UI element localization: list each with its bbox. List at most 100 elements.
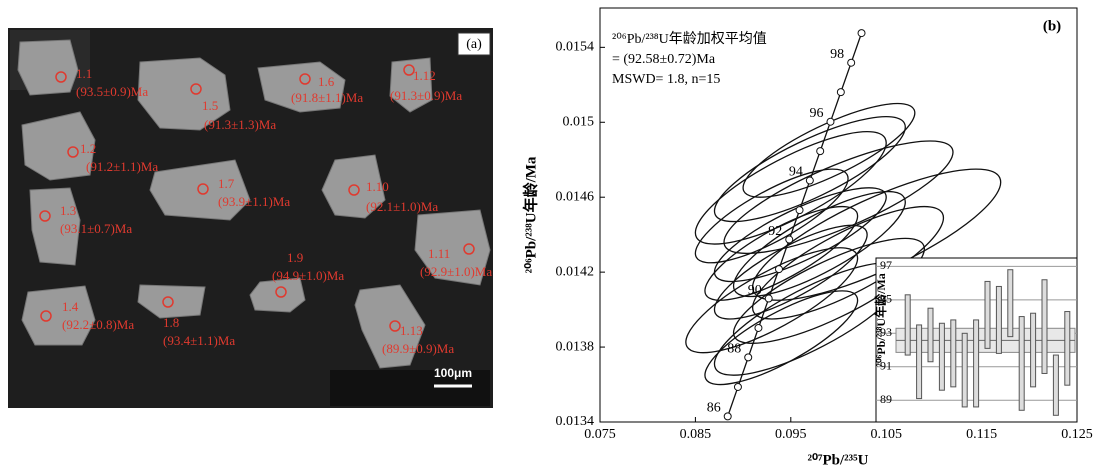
scale-bar-label: 100μm [434, 366, 472, 380]
panel-label-box [457, 32, 491, 56]
concordia-point [785, 235, 794, 244]
spot-age: (94.9±1.0)Ma [272, 268, 344, 283]
image-tile [330, 370, 490, 406]
concordia-point [836, 88, 845, 97]
spot-age: (91.3±1.3)Ma [204, 117, 276, 132]
error-ellipse [713, 224, 868, 320]
spot-id: 1.7 [218, 176, 235, 191]
annotation: ²⁰⁶Pb/²³⁸U年龄加权平均值 [612, 31, 767, 47]
error-ellipse [723, 140, 954, 255]
spot-id: 1.3 [60, 203, 76, 218]
concordia-point [754, 323, 763, 332]
age-bar [1041, 279, 1048, 374]
spot-id: 1.13 [400, 323, 423, 338]
x-tick-label: 0.125 [1061, 427, 1093, 442]
inset-tick-label: 95 [880, 292, 892, 306]
age-bar [1064, 311, 1071, 386]
age-bar [961, 332, 968, 408]
concordia-point [816, 147, 825, 156]
spot-marker [40, 310, 52, 322]
concordia-point [744, 353, 753, 362]
grain [149, 159, 251, 221]
age-bar [938, 322, 945, 391]
spot-marker [463, 243, 475, 255]
age-label: 88 [727, 342, 741, 357]
x-tick-label: 0.085 [680, 427, 712, 442]
spot-id: 1.5 [202, 98, 218, 113]
y-axis-label: ²⁰⁶Pb/²³⁸U年龄/Ma [521, 156, 539, 273]
age-bar [984, 280, 991, 349]
age-bar [927, 307, 934, 363]
spot-age: (91.8±1.1)Ma [291, 90, 363, 105]
grain [21, 111, 96, 181]
error-ellipse [742, 102, 916, 198]
spot-marker [389, 320, 401, 332]
error-ellipse [713, 187, 887, 283]
panel-label: (a) [466, 37, 482, 52]
inset-tick-label: 97 [880, 258, 892, 272]
spot-id: 1.12 [413, 68, 436, 83]
spot-age: (92.9±1.0)Ma [420, 264, 492, 279]
error-ellipse [751, 205, 945, 320]
spot-marker [403, 64, 415, 76]
spot-age: (89.9±0.9)Ma [382, 341, 454, 356]
error-ellipse [704, 205, 859, 301]
spot-marker [55, 71, 67, 83]
annotation: = (92.58±0.72)Ma [612, 52, 716, 67]
error-ellipse [704, 290, 859, 386]
age-label: 92 [768, 224, 782, 239]
concordia-line [727, 32, 863, 417]
grain [29, 187, 81, 266]
spot-marker [275, 286, 287, 298]
error-ellipse [685, 247, 859, 354]
age-bar [1007, 269, 1014, 338]
spot-marker [299, 73, 311, 85]
spot-id: 1.2 [80, 141, 96, 156]
grain [389, 57, 433, 113]
spot-marker [190, 83, 202, 95]
spot-id: 1.8 [163, 315, 179, 330]
age-bar [973, 319, 980, 408]
annotation: MSWD= 1.8, n=15 [612, 72, 720, 87]
concordia-point [805, 176, 814, 185]
spot-age: (93.1±0.7)Ma [60, 221, 132, 236]
spot-age: (92.2±0.8)Ma [62, 317, 134, 332]
age-label: 86 [707, 401, 721, 416]
spot-age: (93.9±1.1)Ma [218, 194, 290, 209]
spot-age: (93.4±1.1)Ma [163, 333, 235, 348]
age-bar [916, 324, 923, 400]
spot-marker [197, 183, 209, 195]
age-bar [995, 285, 1002, 354]
concordia-point [764, 294, 773, 303]
spot-age: (91.2±1.1)Ma [86, 159, 158, 174]
inset-tick-label: 89 [880, 392, 892, 406]
inset-tick-label: 93 [880, 325, 892, 339]
x-tick-label: 0.115 [966, 427, 997, 442]
spot-id: 1.4 [62, 299, 79, 314]
error-ellipse [694, 168, 849, 264]
inset-y-label: ²⁰⁶Pb/²³⁸U年龄/Ma [873, 273, 888, 366]
age-bar [1018, 316, 1025, 411]
concordia-point [857, 29, 866, 38]
spot-age: (92.1±1.0)Ma [366, 199, 438, 214]
grain [137, 284, 206, 319]
y-tick-label: 0.0138 [556, 339, 595, 354]
spot-id: 1.10 [366, 179, 389, 194]
grains [17, 39, 491, 369]
error-ellipse [732, 237, 926, 344]
grain [257, 61, 346, 113]
concordia-point [733, 382, 742, 391]
y-tick-label: 0.015 [563, 114, 595, 129]
spot-marker [39, 210, 51, 222]
grain [414, 209, 491, 286]
x-axis-label: ²⁰⁷Pb/²³⁵U [807, 452, 868, 468]
age-label: 90 [748, 283, 762, 298]
spot-id: 1.6 [318, 74, 335, 89]
grain [137, 57, 231, 131]
concordia-point [826, 117, 835, 126]
error-ellipse [713, 116, 906, 223]
panel-label: (b) [1043, 18, 1061, 34]
y-tick-label: 0.0154 [556, 40, 595, 55]
